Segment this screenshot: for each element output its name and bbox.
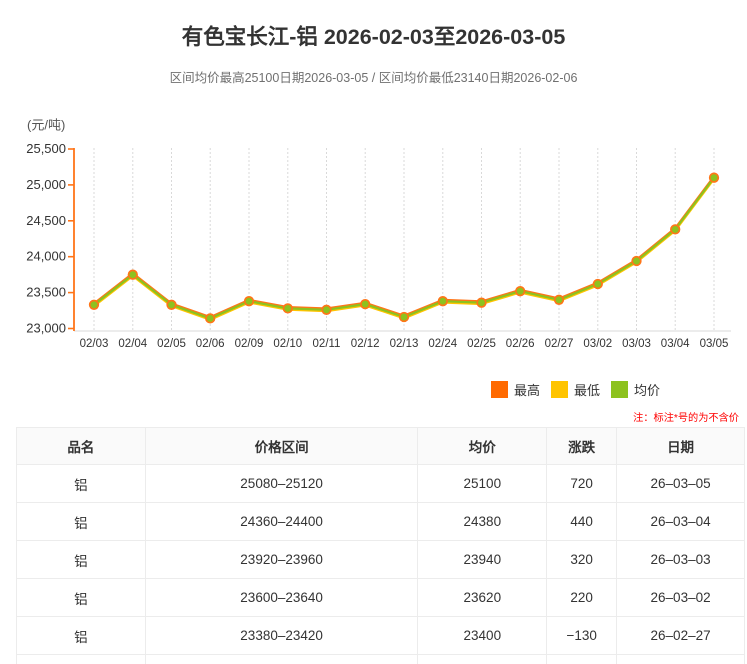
svg-text:25,500: 25,500 [26,141,66,156]
svg-text:03/05: 03/05 [700,338,729,350]
svg-text:02/03: 02/03 [80,338,109,350]
svg-text:02/09: 02/09 [235,338,264,350]
svg-text:02/11: 02/11 [313,338,341,350]
svg-text:02/13: 02/13 [390,338,419,350]
svg-text:02/05: 02/05 [157,338,186,350]
svg-text:24,000: 24,000 [26,249,66,264]
svg-text:02/06: 02/06 [196,338,225,350]
svg-text:03/03: 03/03 [622,338,651,350]
svg-text:03/04: 03/04 [661,338,690,350]
svg-text:02/04: 02/04 [118,338,147,350]
svg-text:02/27: 02/27 [545,338,574,350]
svg-text:23,500: 23,500 [26,285,66,300]
svg-text:03/02: 03/02 [583,338,612,350]
svg-text:25,000: 25,000 [26,177,66,192]
svg-text:02/12: 02/12 [351,338,380,350]
svg-text:24,500: 24,500 [26,213,66,228]
svg-text:(元/吨): (元/吨) [27,118,65,133]
svg-text:02/10: 02/10 [273,338,302,350]
svg-text:02/26: 02/26 [506,338,535,350]
svg-text:02/24: 02/24 [428,338,457,350]
svg-text:23,000: 23,000 [26,321,66,336]
svg-text:02/25: 02/25 [467,338,496,350]
